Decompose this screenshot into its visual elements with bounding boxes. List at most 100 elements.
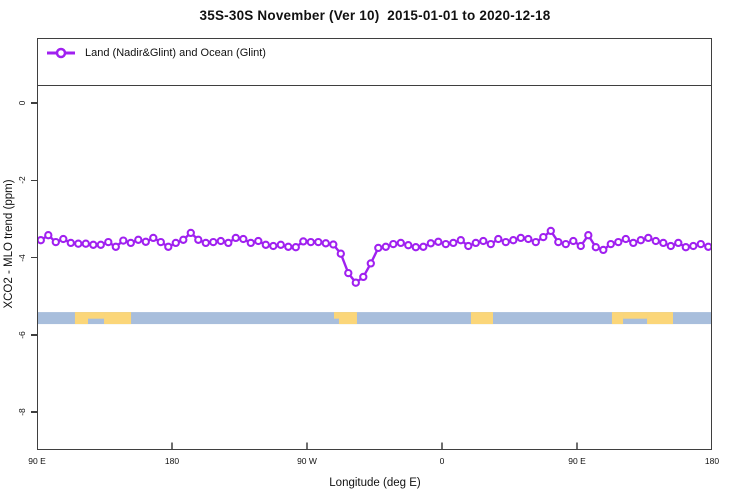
data-point-marker — [276, 240, 285, 249]
data-point-marker — [284, 242, 293, 251]
data-point-marker — [531, 237, 540, 247]
data-point-marker — [389, 239, 398, 249]
data-point-marker — [689, 241, 698, 251]
data-point-marker — [209, 237, 218, 247]
legend-marker-icon — [47, 47, 75, 59]
legend-box: Land (Nadir&Glint) and Ocean (Glint) — [37, 38, 712, 86]
data-point-marker — [584, 231, 593, 240]
data-point-marker — [456, 236, 465, 245]
x-tick-label: 90 W — [297, 456, 317, 466]
data-point-marker — [239, 234, 248, 244]
data-point-marker — [164, 242, 173, 251]
data-point-marker — [179, 235, 188, 244]
data-point-marker — [299, 237, 308, 246]
data-point-marker — [59, 234, 68, 244]
data-point-marker — [494, 234, 503, 244]
data-point-marker — [659, 238, 668, 248]
data-point-marker — [329, 240, 338, 249]
data-point-marker — [666, 241, 675, 251]
data-point-marker — [629, 238, 638, 248]
data-point-marker — [464, 241, 473, 251]
chart-title: 35S-30S November (Ver 10) 2015-01-01 to … — [199, 8, 551, 23]
data-point-marker — [539, 232, 548, 242]
y-tick-label: -6 — [17, 331, 27, 339]
data-point-marker — [74, 239, 83, 248]
y-axis-label: XCO2 - MLO trend (ppm) — [3, 179, 15, 309]
data-point-marker — [314, 237, 323, 247]
data-point-marker — [591, 243, 600, 252]
data-point-marker — [261, 240, 270, 249]
data-point-marker — [426, 239, 435, 248]
x-tick-label: 0 — [439, 456, 445, 466]
land-band-segment — [611, 312, 624, 325]
y-tick-mark — [31, 411, 37, 413]
data-point-marker — [696, 239, 705, 249]
data-point-marker — [96, 240, 105, 249]
data-point-marker — [306, 237, 315, 247]
data-point-marker — [576, 241, 585, 251]
data-point-marker — [81, 239, 90, 248]
y-tick-label: -4 — [17, 253, 27, 262]
data-point-marker — [194, 235, 203, 244]
data-point-marker — [554, 237, 563, 247]
data-point-marker — [216, 236, 225, 246]
data-point-marker — [569, 236, 578, 246]
data-point-marker — [269, 241, 278, 251]
data-point-marker — [636, 236, 645, 245]
plot-area — [37, 226, 712, 450]
data-point-marker — [351, 278, 360, 287]
x-tick-label: 90 E — [28, 456, 46, 466]
data-point-marker — [359, 272, 368, 282]
data-point-marker — [486, 239, 495, 249]
legend-entry: Land (Nadir&Glint) and Ocean (Glint) — [46, 45, 266, 61]
y-tick-label: 0 — [17, 100, 27, 106]
data-point-marker — [51, 237, 60, 247]
x-tick-label: 90 E — [568, 456, 586, 466]
data-point-marker — [224, 238, 233, 248]
data-point-marker — [344, 268, 353, 278]
data-point-marker — [419, 242, 428, 251]
data-point-marker — [37, 236, 45, 245]
data-point-marker — [614, 237, 623, 247]
data-point-marker — [291, 243, 300, 252]
land-band-segment — [623, 312, 648, 319]
data-point-marker — [644, 233, 653, 243]
data-point-marker — [381, 242, 390, 251]
data-point-marker — [546, 226, 555, 236]
data-point-marker — [149, 233, 158, 243]
data-point-marker — [621, 234, 630, 244]
x-axis-label: Longitude (deg E) — [329, 477, 421, 489]
data-point-marker — [231, 233, 240, 243]
x-tick-label: 180 — [164, 456, 180, 466]
data-point-marker — [404, 241, 413, 250]
data-point-marker — [501, 237, 510, 247]
data-point-marker — [156, 237, 165, 247]
data-point-marker — [396, 238, 405, 248]
data-point-marker — [141, 237, 150, 246]
land-band-segment — [334, 312, 339, 319]
data-point-marker — [411, 243, 420, 252]
y-tick-label: -8 — [17, 408, 27, 416]
land-band-segment — [470, 312, 493, 325]
y-tick-mark — [31, 102, 37, 104]
data-point-marker — [374, 243, 383, 253]
data-point-marker — [599, 245, 608, 255]
data-point-marker — [246, 238, 255, 248]
data-point-marker — [336, 249, 345, 258]
data-point-marker — [119, 236, 128, 245]
land-band-segment — [88, 312, 105, 319]
data-point-marker — [516, 233, 525, 243]
data-point-marker — [66, 238, 75, 248]
data-point-marker — [704, 242, 712, 251]
data-point-marker — [606, 239, 615, 249]
data-point-marker — [126, 238, 135, 248]
data-point-marker — [471, 238, 480, 248]
y-tick-label: -2 — [17, 176, 27, 185]
data-point-marker — [524, 234, 533, 244]
data-point-marker — [89, 240, 98, 249]
data-point-marker — [561, 239, 570, 249]
y-tick-mark — [31, 179, 37, 182]
data-point-marker — [681, 243, 690, 252]
land-band-segment — [647, 312, 673, 325]
